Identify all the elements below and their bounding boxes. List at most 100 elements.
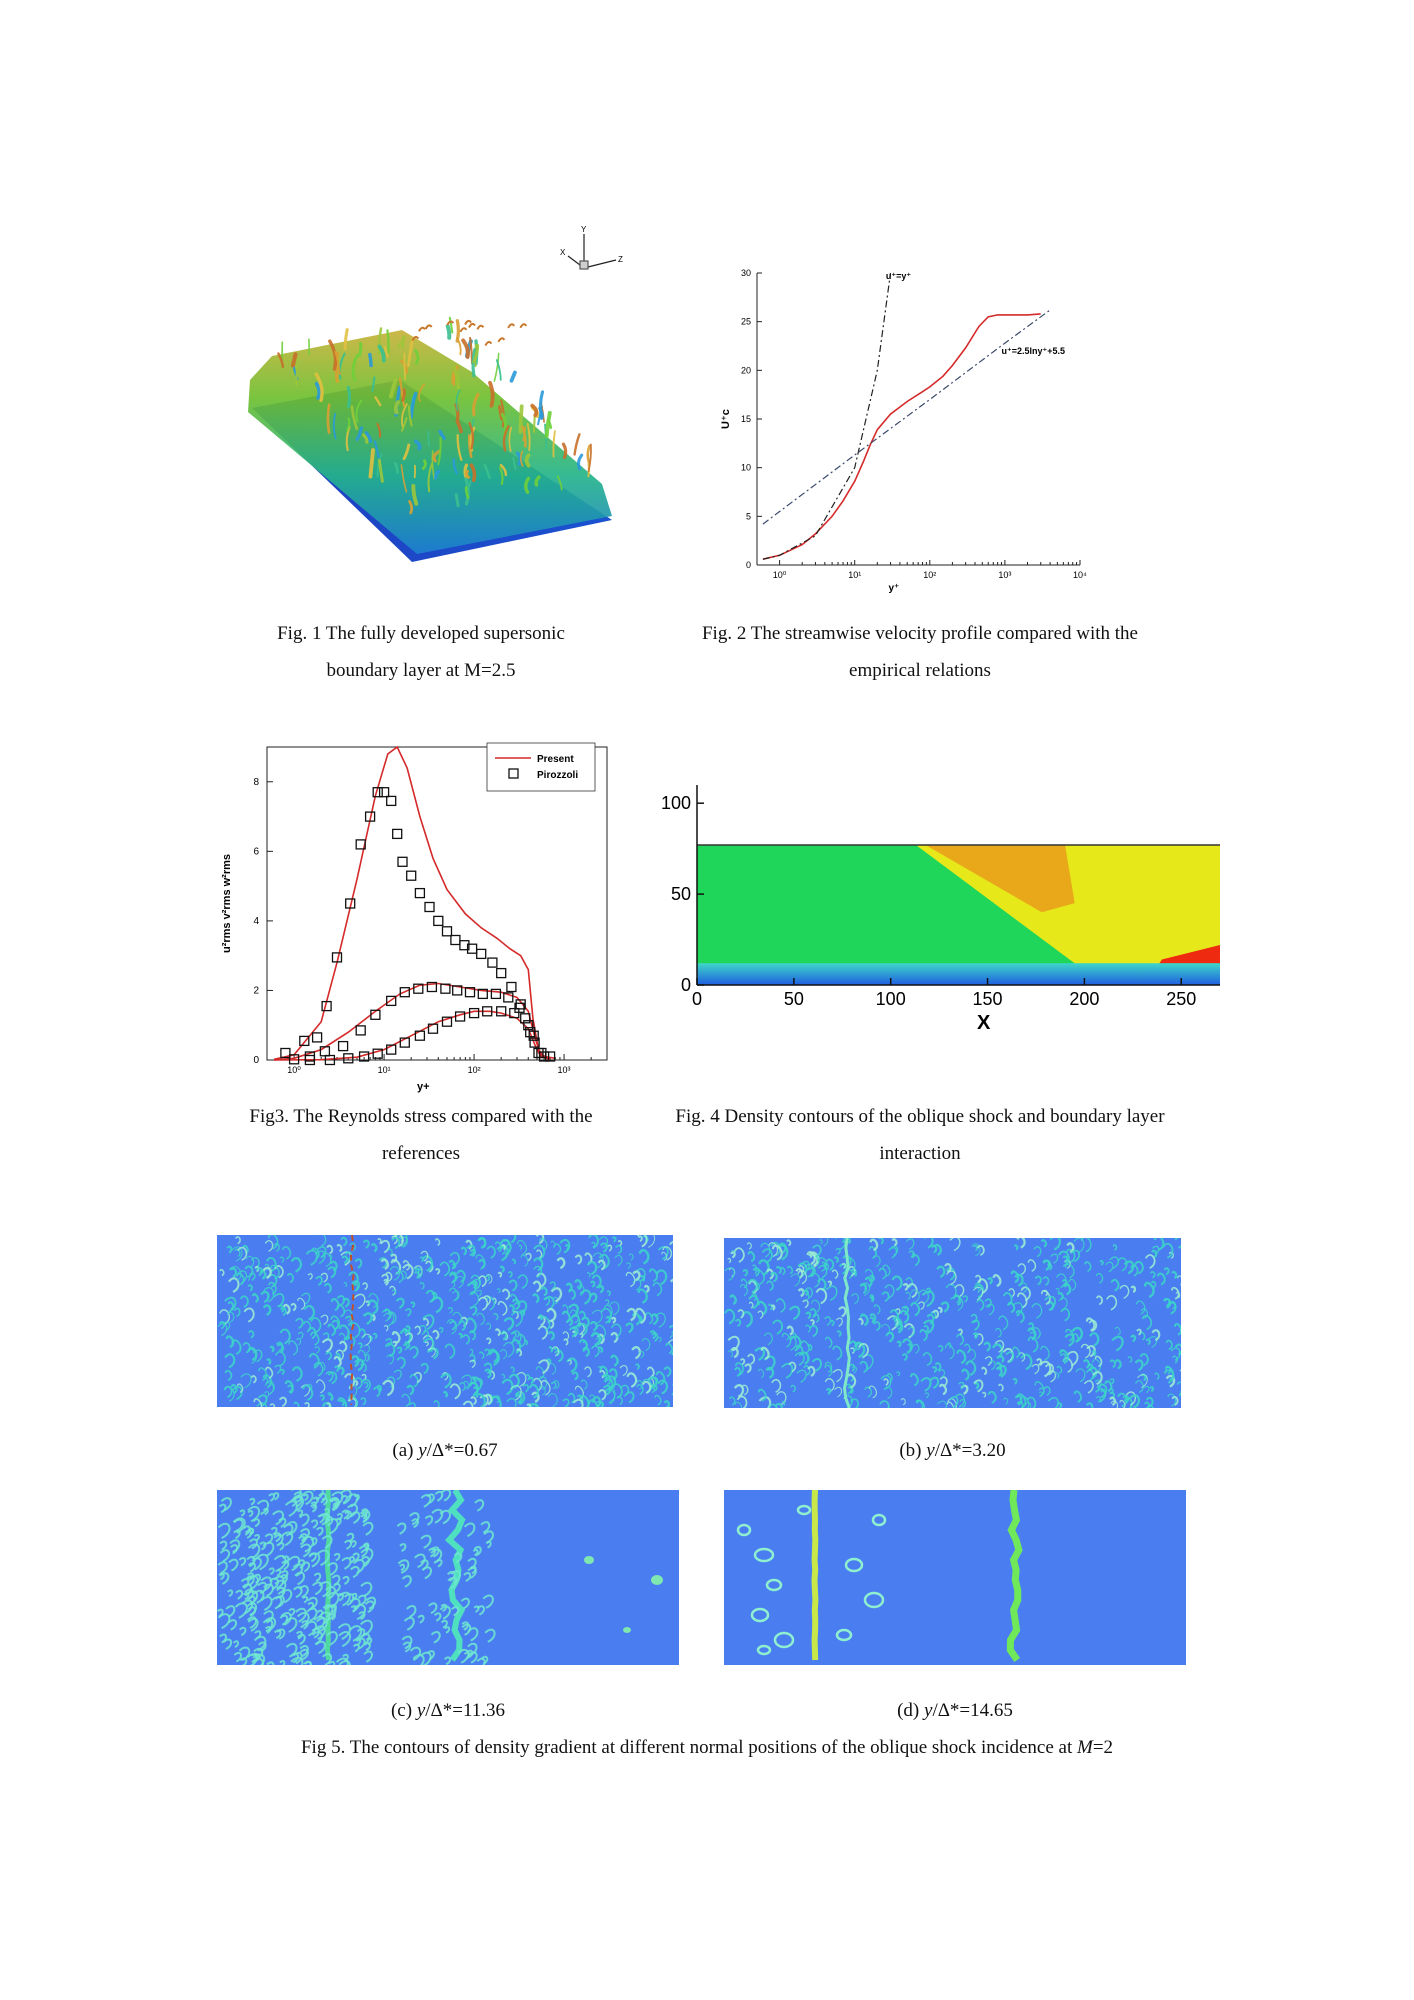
fig3-ref-point: [424, 901, 435, 913]
p5a-eddy: [372, 1332, 378, 1340]
fig1-axis-x: X: [560, 248, 566, 257]
fig1-streak: [343, 328, 349, 351]
p5a-eddy: [227, 1301, 235, 1311]
p5c-eddy: [362, 1521, 374, 1536]
fig1-streak: [488, 380, 495, 408]
p5a-eddy: [231, 1246, 243, 1262]
p5c-eddy: [325, 1518, 339, 1535]
p5b-eddy: [836, 1330, 842, 1337]
fig4-boundary-layer: [697, 963, 1220, 985]
p5b-eddy: [821, 1261, 826, 1268]
p5b-eddy: [776, 1265, 782, 1274]
p5a-eddy: [516, 1239, 527, 1256]
p5c-eddy: [262, 1618, 274, 1633]
p5c-eddy: [329, 1604, 337, 1614]
p5b-eddy: [733, 1367, 742, 1377]
fig1-streak: [394, 461, 399, 474]
p5a-eddy: [232, 1265, 242, 1281]
p5a-eddy: [626, 1372, 638, 1388]
p5b-eddy: [984, 1298, 992, 1308]
fig1-streak: [338, 352, 346, 380]
p5a-eddy: [362, 1312, 373, 1325]
fig1-streak: [355, 399, 363, 423]
p5a-eddy: [249, 1272, 256, 1281]
p5b-eddy: [1094, 1355, 1103, 1368]
p5a-eddy: [307, 1273, 313, 1280]
p5b-eddy: [1170, 1347, 1181, 1361]
p5c-eddy: [219, 1540, 228, 1551]
p5c-eddy: [262, 1507, 269, 1516]
p5a-eddy: [409, 1374, 419, 1388]
p5b-eddy: [811, 1357, 822, 1372]
p5b-eddy: [797, 1269, 807, 1285]
p5a-eddy: [655, 1370, 666, 1386]
fig1-streak: [500, 399, 505, 428]
p5b-eddy: [873, 1304, 881, 1315]
p5b-eddy: [949, 1236, 961, 1252]
p5a-eddy: [383, 1278, 389, 1286]
p5b-eddy: [1151, 1329, 1161, 1342]
p5a-eddy: [486, 1322, 492, 1330]
p5b-eddy: [988, 1360, 996, 1371]
p5c-eddy: [356, 1637, 366, 1650]
p5a-eddy: [349, 1242, 356, 1252]
p5a-eddy: [611, 1236, 617, 1243]
fig1-caption-line1: Fig. 1 The fully developed supersonic: [277, 623, 565, 644]
fig1-streak: [290, 352, 298, 368]
p5b-eddy: [832, 1345, 843, 1361]
p5c-eddy: [277, 1542, 285, 1551]
p5c-eddy: [276, 1628, 286, 1640]
fig1-streak: [355, 426, 363, 442]
fig5c-label-value: /Δ*=11.36: [425, 1700, 506, 1721]
p5b-eddy: [882, 1264, 891, 1277]
p5a-eddy: [385, 1337, 393, 1347]
p5c-eddy: [302, 1493, 309, 1502]
p5b-eddy: [786, 1239, 792, 1247]
p5d-blob: [736, 1523, 752, 1537]
fig1-streak: [328, 339, 338, 371]
p5a-eddy: [507, 1271, 513, 1278]
fig3-ref-point: [337, 1040, 349, 1052]
p5b-eddy: [747, 1278, 758, 1294]
fig3-ref-point: [355, 1025, 366, 1036]
p5b-eddy: [795, 1344, 804, 1357]
p5b-eddy: [1060, 1307, 1071, 1322]
p5c-eddy: [260, 1596, 273, 1612]
p5c-eddy: [333, 1552, 341, 1562]
p5b-eddy: [1055, 1287, 1060, 1293]
p5b-eddy: [878, 1236, 884, 1245]
p5c-eddy: [300, 1535, 315, 1553]
p5c-eddy: [363, 1542, 370, 1551]
p5b-eddy: [1171, 1395, 1179, 1406]
p5a-eddy: [510, 1366, 515, 1373]
p5b-eddy: [1031, 1303, 1043, 1319]
p5c-eddy: [447, 1576, 458, 1590]
p5a-eddy: [500, 1331, 508, 1341]
p5a-eddy: [582, 1346, 590, 1358]
p5b-eddy: [806, 1251, 816, 1265]
p5a-eddy: [509, 1304, 515, 1313]
p5b-eddy: [739, 1358, 746, 1366]
p5a-eddy: [510, 1331, 517, 1340]
p5a-eddy: [278, 1396, 287, 1408]
p5b-eddy: [1080, 1236, 1092, 1253]
p5b-eddy: [824, 1361, 833, 1373]
p5b-eddy: [883, 1378, 889, 1386]
p5b-eddy: [1173, 1322, 1183, 1336]
p5a-eddy: [262, 1266, 272, 1280]
p5a-eddy: [446, 1319, 457, 1335]
p5a-eddy: [442, 1390, 449, 1398]
p5b-eddy: [728, 1350, 733, 1358]
p5c-eddy: [220, 1497, 232, 1512]
p5b-eddy: [1106, 1294, 1118, 1311]
p5c-eddy: [280, 1570, 289, 1580]
p5a-eddy: [610, 1332, 619, 1344]
p5a-eddy: [387, 1311, 397, 1325]
fig1-image: Y X Z: [212, 222, 630, 604]
p5a-eddy: [424, 1341, 429, 1347]
p5a-eddy: [597, 1259, 606, 1271]
p5a-eddy: [598, 1346, 604, 1354]
fig1-streak: [498, 405, 504, 421]
p5c-eddy: [245, 1575, 255, 1587]
p5b-eddy: [946, 1270, 957, 1286]
